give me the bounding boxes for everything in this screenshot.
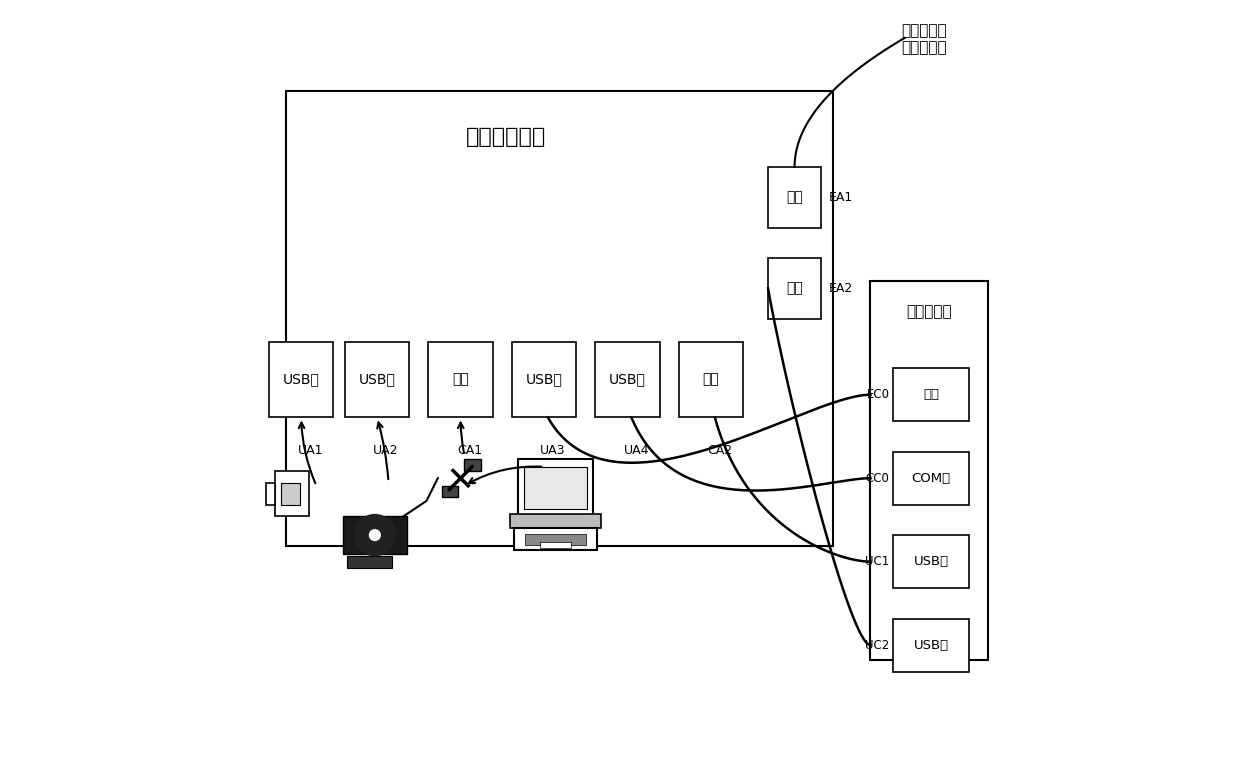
- FancyBboxPatch shape: [512, 342, 577, 417]
- FancyBboxPatch shape: [343, 516, 408, 554]
- Text: USB口: USB口: [609, 373, 646, 386]
- Text: 网口: 网口: [924, 388, 939, 402]
- Text: USB口: USB口: [526, 373, 563, 386]
- FancyBboxPatch shape: [595, 342, 660, 417]
- FancyBboxPatch shape: [269, 342, 334, 417]
- Text: 网口: 网口: [786, 191, 804, 204]
- FancyBboxPatch shape: [513, 528, 598, 550]
- Text: EC0: EC0: [867, 388, 889, 402]
- FancyBboxPatch shape: [870, 281, 988, 660]
- Text: USB口: USB口: [358, 373, 396, 386]
- Text: EA1: EA1: [828, 191, 853, 204]
- FancyBboxPatch shape: [893, 535, 970, 588]
- FancyBboxPatch shape: [347, 556, 392, 568]
- Text: EA2: EA2: [828, 282, 853, 295]
- Text: CA2: CA2: [707, 444, 733, 457]
- FancyBboxPatch shape: [525, 534, 585, 545]
- Text: 终端防护设备: 终端防护设备: [466, 127, 547, 146]
- Text: USB口: USB口: [914, 638, 949, 652]
- FancyBboxPatch shape: [768, 167, 821, 228]
- Text: UA3: UA3: [541, 444, 565, 457]
- Text: CA1: CA1: [456, 444, 482, 457]
- Text: UC2: UC2: [866, 638, 889, 652]
- Circle shape: [353, 514, 396, 556]
- Circle shape: [368, 529, 381, 541]
- FancyBboxPatch shape: [441, 486, 459, 497]
- FancyBboxPatch shape: [523, 467, 588, 509]
- Text: UA4: UA4: [624, 444, 650, 457]
- Text: 被保护主机: 被保护主机: [906, 304, 952, 319]
- FancyBboxPatch shape: [274, 471, 309, 516]
- Text: UA2: UA2: [373, 444, 399, 457]
- Text: USB口: USB口: [914, 555, 949, 568]
- FancyBboxPatch shape: [768, 258, 821, 319]
- FancyBboxPatch shape: [510, 514, 601, 528]
- Text: 串口: 串口: [703, 373, 719, 386]
- FancyBboxPatch shape: [893, 368, 970, 421]
- FancyBboxPatch shape: [428, 342, 492, 417]
- FancyBboxPatch shape: [678, 342, 743, 417]
- Text: UC1: UC1: [866, 555, 889, 568]
- Text: UA1: UA1: [298, 444, 322, 457]
- Text: 局域网或工
业控制网络: 局域网或工 业控制网络: [900, 23, 946, 55]
- FancyBboxPatch shape: [280, 483, 300, 505]
- FancyBboxPatch shape: [517, 459, 594, 516]
- FancyBboxPatch shape: [465, 459, 481, 471]
- Text: 串口: 串口: [453, 373, 469, 386]
- FancyBboxPatch shape: [893, 619, 970, 672]
- FancyBboxPatch shape: [265, 483, 274, 505]
- Text: CC0: CC0: [866, 471, 889, 485]
- Text: COM口: COM口: [911, 471, 951, 485]
- Text: USB口: USB口: [283, 373, 320, 386]
- FancyBboxPatch shape: [345, 342, 409, 417]
- FancyBboxPatch shape: [286, 91, 832, 546]
- FancyBboxPatch shape: [893, 452, 970, 505]
- FancyBboxPatch shape: [541, 542, 570, 548]
- Text: 网口: 网口: [786, 282, 804, 295]
